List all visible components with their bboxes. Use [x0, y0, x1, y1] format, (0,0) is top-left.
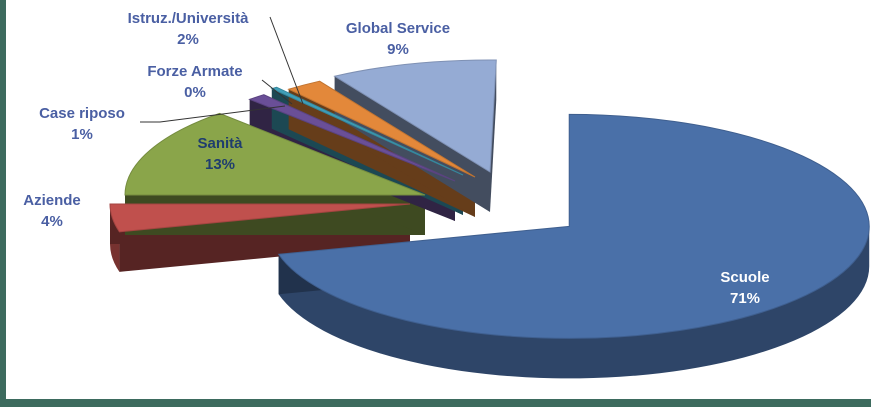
- data-label-value-6: 9%: [387, 41, 409, 58]
- data-label-name-1: Aziende: [23, 192, 81, 209]
- slice-istruz-universit-: [287, 80, 476, 178]
- data-label-value-4: 0%: [184, 84, 206, 101]
- data-label-name-4: Forze Armate: [147, 63, 242, 80]
- slice-sanit-: [124, 112, 426, 196]
- data-label-value-1: 4%: [41, 213, 63, 230]
- slice-global-service: [333, 59, 497, 173]
- data-label-value-5: 2%: [177, 31, 199, 48]
- data-label-name-0: Scuole: [720, 269, 769, 286]
- leader-line-5: [269, 16, 304, 105]
- data-label-name-3: Case riposo: [39, 105, 125, 122]
- data-label-value-3: 1%: [71, 126, 93, 143]
- data-label-name-5: Istruz./Università: [128, 10, 250, 27]
- slice-scuole: [277, 113, 870, 339]
- slice-aziende: [109, 203, 411, 233]
- slice-wall-6-1: [490, 60, 497, 212]
- bottom-accent-bar: [0, 399, 871, 407]
- slice-side-0: [278, 226, 870, 379]
- data-label-value-2: 13%: [205, 156, 235, 173]
- data-label-name-2: Sanità: [197, 135, 243, 152]
- slice-forze-armate: [270, 86, 464, 176]
- leader-line-4: [261, 79, 293, 105]
- data-label-value-0: 71%: [730, 290, 760, 307]
- data-label-name-6: Global Service: [346, 20, 450, 37]
- slice-case-riposo: [248, 94, 456, 182]
- leader-line-3: [140, 105, 286, 123]
- left-accent-bar: [0, 0, 6, 407]
